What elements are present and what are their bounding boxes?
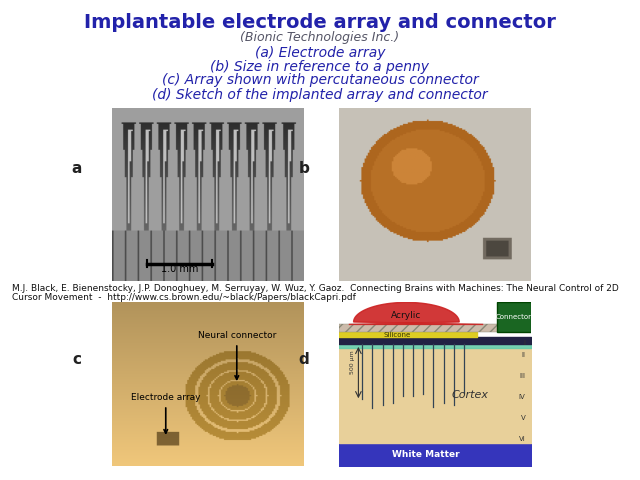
Bar bbox=[497, 302, 531, 332]
Text: III: III bbox=[520, 373, 525, 379]
Text: Connector: Connector bbox=[496, 314, 532, 320]
Polygon shape bbox=[349, 302, 483, 324]
Text: d: d bbox=[299, 352, 309, 367]
Text: Silicone: Silicone bbox=[383, 332, 410, 337]
Text: b: b bbox=[299, 161, 309, 176]
Text: Neural connector: Neural connector bbox=[198, 331, 276, 379]
Text: I: I bbox=[524, 340, 525, 346]
Text: (d) Sketch of the implanted array and connector: (d) Sketch of the implanted array and co… bbox=[152, 88, 488, 102]
Text: 500 µm: 500 µm bbox=[350, 350, 355, 373]
Text: White Matter: White Matter bbox=[392, 450, 460, 459]
Text: II: II bbox=[522, 352, 525, 358]
Text: VI: VI bbox=[518, 436, 525, 443]
Text: Implantable electrode array and connector: Implantable electrode array and connecto… bbox=[84, 13, 556, 33]
Text: (c) Array shown with percutaneous connector: (c) Array shown with percutaneous connec… bbox=[162, 73, 478, 87]
Text: a: a bbox=[72, 161, 82, 176]
Text: IV: IV bbox=[518, 394, 525, 400]
Text: (b) Size in reference to a penny: (b) Size in reference to a penny bbox=[211, 60, 429, 73]
Text: Acrylic: Acrylic bbox=[391, 311, 422, 320]
Text: c: c bbox=[72, 352, 81, 367]
Text: (Bionic Technologies Inc.): (Bionic Technologies Inc.) bbox=[241, 31, 399, 44]
Text: Cortex: Cortex bbox=[451, 390, 488, 400]
Text: Cursor Movement  -  http://www.cs.brown.edu/~black/Papers/blackCapri.pdf: Cursor Movement - http://www.cs.brown.ed… bbox=[12, 293, 355, 302]
Text: V: V bbox=[521, 415, 525, 421]
Text: (a) Electrode array: (a) Electrode array bbox=[255, 46, 385, 60]
Text: M.J. Black, E. Bienenstocky, J.P. Donoghuey, M. Serruyay, W. Wuz, Y. Gaoz.  Conn: M.J. Black, E. Bienenstocky, J.P. Donogh… bbox=[12, 284, 618, 293]
Text: 1.0 mm: 1.0 mm bbox=[161, 264, 198, 274]
Text: Electrode array: Electrode array bbox=[131, 393, 200, 433]
